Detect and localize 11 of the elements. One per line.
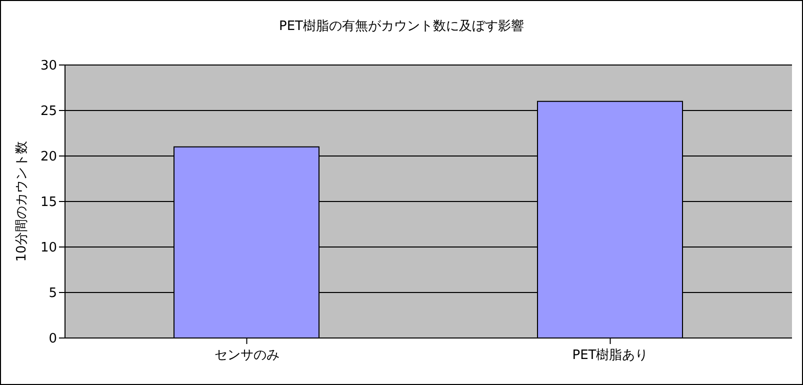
x-tick-label: PET樹脂あり (572, 348, 648, 364)
y-tick-label: 30 (40, 58, 57, 74)
y-tick-label: 15 (40, 195, 57, 210)
y-tick-label: 25 (40, 104, 57, 120)
chart-title: PET樹脂の有無がカウント数に及ぼす影響 (278, 18, 525, 35)
y-tick-label: 20 (40, 150, 57, 165)
y-tick-label: 10 (40, 240, 57, 256)
y-tick-label: 5 (48, 286, 57, 302)
y-tick-label: 0 (48, 332, 57, 347)
y-axis-title: 10分間のカウント数 (14, 141, 30, 262)
x-tick-label: センサのみ (214, 348, 280, 364)
